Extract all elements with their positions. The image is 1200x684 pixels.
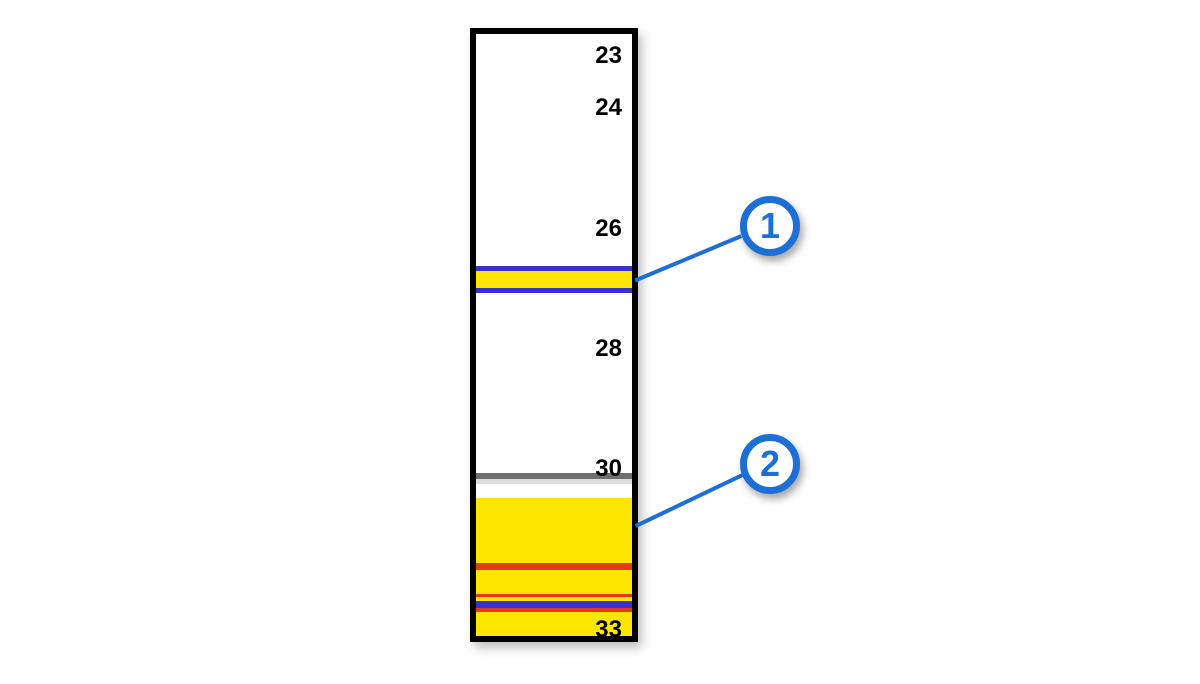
depth-tick: 28 (595, 335, 622, 363)
callout-badge-2: 2 (740, 434, 800, 494)
callout-leader (634, 234, 742, 282)
depth-column: 23 24 26 28 30 33 (470, 28, 638, 642)
strata-band (476, 570, 632, 594)
callout-badge-1: 1 (740, 196, 800, 256)
depth-tick: 26 (595, 215, 622, 243)
depth-tick: 24 (595, 94, 622, 122)
strata-band (476, 288, 632, 293)
depth-tick: 30 (595, 455, 622, 483)
strata-band (476, 563, 632, 570)
callout-leader (634, 473, 743, 528)
depth-tick: 33 (595, 616, 622, 644)
callout-label: 2 (760, 443, 780, 485)
diagram-stage: 23 24 26 28 30 33 1 2 (0, 0, 1200, 684)
strata-band (476, 498, 632, 563)
strata-band (476, 601, 632, 608)
depth-tick: 23 (595, 42, 622, 70)
callout-label: 1 (760, 205, 780, 247)
strata-band (476, 271, 632, 288)
